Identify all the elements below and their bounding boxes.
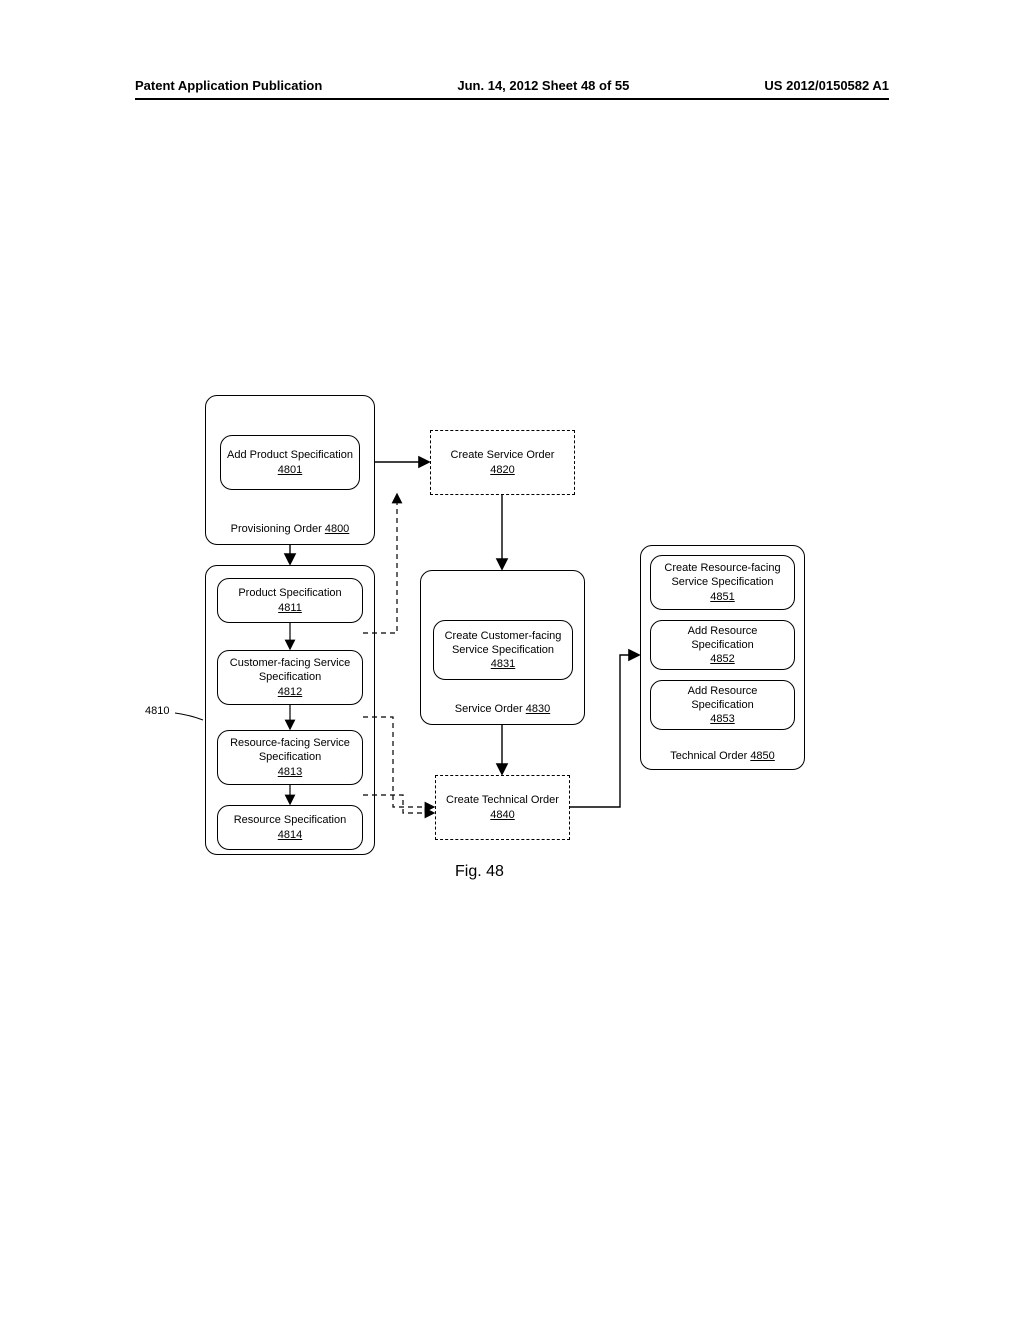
header-rule [135,98,889,100]
add-resource-2-ref: 4853 [710,712,734,726]
service-order-label: Service Order [455,703,523,715]
add-product-spec-box: Add Product Specification 4801 [220,435,360,490]
cfs-spec-box: Customer-facing Service Specification 48… [217,650,363,705]
header-center: Jun. 14, 2012 Sheet 48 of 55 [457,78,629,93]
provisioning-order-label: Provisioning Order [231,523,322,535]
add-product-spec-ref: 4801 [278,463,302,477]
create-cfs-label: Create Customer-facing Service Specifica… [440,629,566,658]
product-spec-label: Product Specification [238,586,341,600]
resource-spec-ref: 4814 [278,828,302,842]
create-rfs-label: Create Resource-facing Service Specifica… [657,561,788,590]
header-left: Patent Application Publication [135,78,322,93]
rfs-spec-box: Resource-facing Service Specification 48… [217,730,363,785]
resource-spec-label: Resource Specification [234,813,347,827]
rfs-spec-label: Resource-facing Service Specification [224,736,356,765]
add-resource-2-label: Add Resource Specification [657,684,788,713]
cfs-spec-label: Customer-facing Service Specification [224,656,356,685]
diagram-fig-48: Provisioning Order 4800 Add Product Spec… [135,395,895,895]
header-right: US 2012/0150582 A1 [764,78,889,93]
product-spec-ref: 4811 [278,601,302,615]
create-rfs-ref: 4851 [710,590,734,604]
create-service-order-box: Create Service Order 4820 [430,430,575,495]
create-rfs-box: Create Resource-facing Service Specifica… [650,555,795,610]
cfs-spec-ref: 4812 [278,685,302,699]
create-technical-order-box: Create Technical Order 4840 [435,775,570,840]
leader-4810-label: 4810 [145,705,169,717]
page-header: Patent Application Publication Jun. 14, … [135,78,889,93]
rfs-spec-ref: 4813 [278,765,302,779]
create-technical-order-label: Create Technical Order [446,793,559,807]
add-resource-1-label: Add Resource Specification [657,624,788,653]
create-technical-order-ref: 4840 [490,808,514,822]
technical-order-ref: 4850 [750,750,774,762]
add-product-spec-label: Add Product Specification [227,448,353,462]
create-service-order-label: Create Service Order [451,448,555,462]
create-cfs-box: Create Customer-facing Service Specifica… [433,620,573,680]
technical-order-label: Technical Order [670,750,747,762]
figure-caption: Fig. 48 [455,863,504,881]
create-cfs-ref: 4831 [491,657,515,671]
service-order-ref: 4830 [526,703,550,715]
add-resource-1-ref: 4852 [710,652,734,666]
add-resource-1-box: Add Resource Specification 4852 [650,620,795,670]
add-resource-2-box: Add Resource Specification 4853 [650,680,795,730]
product-spec-box: Product Specification 4811 [217,578,363,623]
provisioning-order-ref: 4800 [325,523,349,535]
resource-spec-box: Resource Specification 4814 [217,805,363,850]
create-service-order-ref: 4820 [490,463,514,477]
